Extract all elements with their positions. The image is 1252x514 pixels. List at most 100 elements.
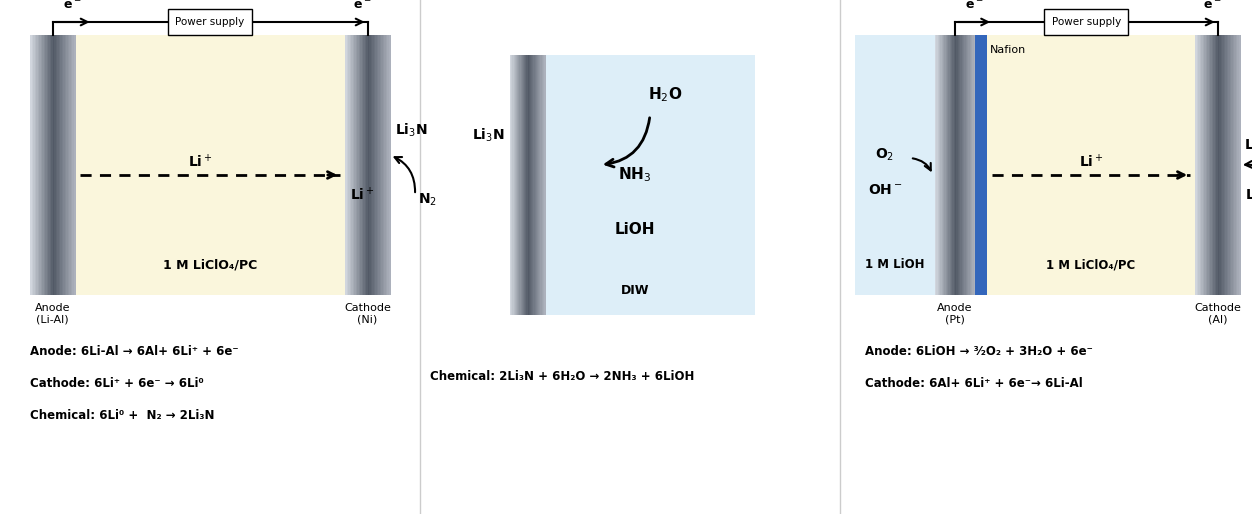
Bar [953, 35, 954, 295]
Bar [36, 35, 38, 295]
Bar [361, 35, 362, 295]
Text: Power supply: Power supply [1052, 17, 1121, 27]
Bar [368, 35, 369, 295]
Bar [43, 35, 44, 295]
Bar [527, 55, 530, 315]
Bar [516, 55, 517, 315]
FancyBboxPatch shape [168, 9, 252, 35]
Bar [512, 55, 515, 315]
Bar [1219, 35, 1221, 295]
Bar [1214, 35, 1217, 295]
Text: e$^-$: e$^-$ [353, 0, 372, 12]
Bar [1217, 35, 1219, 295]
Bar [532, 55, 533, 315]
FancyBboxPatch shape [1044, 9, 1128, 35]
Bar [376, 35, 377, 295]
Bar [75, 35, 346, 295]
Text: NH$_3$: NH$_3$ [618, 166, 651, 185]
Text: 1 M LiClO₄/PC: 1 M LiClO₄/PC [163, 259, 257, 271]
Bar [1228, 35, 1229, 295]
Bar [1231, 35, 1233, 295]
Bar [378, 35, 381, 295]
Bar [50, 35, 51, 295]
Bar [1223, 35, 1226, 295]
Text: LiOH: LiOH [615, 223, 655, 237]
Text: Anode: 6Li-Al → 6Al+ 6Li⁺ + 6e⁻: Anode: 6Li-Al → 6Al+ 6Li⁺ + 6e⁻ [30, 345, 239, 358]
Bar [987, 35, 1194, 295]
Bar [353, 35, 354, 295]
Bar [68, 35, 70, 295]
Text: Cathode: 6Li⁺ + 6e⁻ → 6Li⁰: Cathode: 6Li⁺ + 6e⁻ → 6Li⁰ [30, 377, 204, 390]
Text: N$_2$: N$_2$ [418, 192, 437, 208]
Bar [1216, 35, 1218, 295]
Bar [510, 55, 512, 315]
Bar [1229, 35, 1232, 295]
Bar [35, 35, 36, 295]
Text: Anode: 6LiOH → ³⁄₂O₂ + 3H₂O + 6e⁻: Anode: 6LiOH → ³⁄₂O₂ + 3H₂O + 6e⁻ [865, 345, 1093, 358]
Bar [60, 35, 63, 295]
Bar [957, 35, 958, 295]
Bar [974, 35, 975, 295]
Bar [1238, 35, 1241, 295]
Bar [944, 35, 947, 295]
Bar [1206, 35, 1207, 295]
Bar [384, 35, 386, 295]
Bar [1197, 35, 1198, 295]
Text: Li$^+$: Li$^+$ [1079, 153, 1103, 170]
Bar [965, 35, 968, 295]
Bar [947, 35, 949, 295]
Bar [387, 35, 389, 295]
Bar [975, 35, 987, 295]
Bar [958, 35, 959, 295]
Text: Li$^+$: Li$^+$ [1244, 187, 1252, 204]
Bar [363, 35, 366, 295]
Text: Anode
(Pt): Anode (Pt) [938, 303, 973, 325]
Bar [38, 35, 40, 295]
Bar [542, 55, 543, 315]
Bar [65, 35, 66, 295]
Bar [386, 35, 388, 295]
Bar [525, 55, 527, 315]
Bar [855, 35, 935, 295]
Bar [53, 35, 55, 295]
Bar [358, 35, 361, 295]
Bar [973, 35, 974, 295]
Bar [531, 55, 532, 315]
Bar [30, 35, 33, 295]
Bar [936, 35, 938, 295]
Bar [969, 35, 972, 295]
Bar [960, 35, 963, 295]
Bar [356, 35, 358, 295]
Bar [939, 35, 940, 295]
Bar [377, 35, 378, 295]
Bar [381, 35, 383, 295]
Bar [948, 35, 950, 295]
Bar [48, 35, 50, 295]
Bar [74, 35, 75, 295]
Bar [940, 35, 943, 295]
Bar [942, 35, 944, 295]
Bar [31, 35, 34, 295]
Bar [33, 35, 35, 295]
Bar [1227, 35, 1228, 295]
Bar [954, 35, 955, 295]
Text: Li$_3$N: Li$_3$N [472, 126, 505, 144]
Bar [59, 35, 60, 295]
Bar [950, 35, 952, 295]
Bar [530, 55, 532, 315]
Bar [1199, 35, 1202, 295]
Text: Li-Al: Li-Al [1244, 138, 1252, 152]
Bar [70, 35, 73, 295]
Text: e$^-$: e$^-$ [964, 0, 983, 12]
Text: Chemical: 6Li⁰ +  N₂ → 2Li₃N: Chemical: 6Li⁰ + N₂ → 2Li₃N [30, 409, 214, 422]
Bar [955, 35, 957, 295]
Text: Chemical: 2Li₃N + 6H₂O → 2NH₃ + 6LiOH: Chemical: 2Li₃N + 6H₂O → 2NH₃ + 6LiOH [429, 370, 695, 383]
Bar [55, 35, 58, 295]
Bar [63, 35, 65, 295]
Bar [959, 35, 960, 295]
Bar [943, 35, 945, 295]
Bar [1212, 35, 1213, 295]
Bar [66, 35, 68, 295]
Bar [538, 55, 540, 315]
Bar [1237, 35, 1239, 295]
